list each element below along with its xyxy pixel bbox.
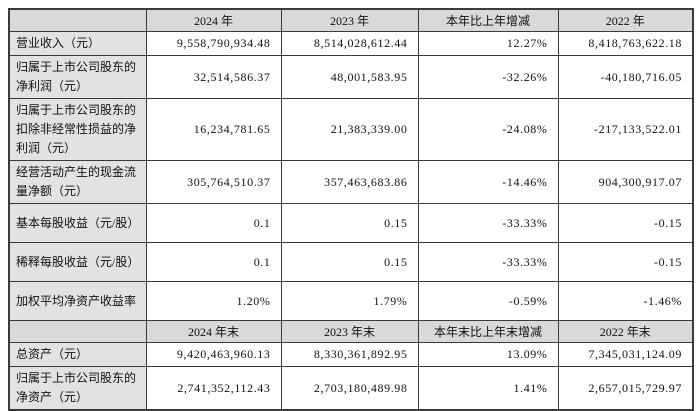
- value-change: 1.41%: [417, 366, 559, 411]
- value-2022: -217,133,522.01: [557, 98, 694, 161]
- table-row-net-profit: 归属于上市公司股东的净利润（元） 32,514,586.37 48,001,58…: [8, 55, 694, 99]
- header-row-annual: 2024 年 2023 年 本年比上年增减 2022 年: [8, 8, 694, 32]
- value-change: -32.26%: [417, 55, 559, 99]
- value-2022: -0.15: [557, 242, 694, 282]
- value-2023: 2,703,180,489.98: [280, 366, 419, 411]
- table-row-net-profit-excl-nonrecurring: 归属于上市公司股东的扣除非经常性损益的净利润（元） 16,234,781.65 …: [8, 98, 694, 161]
- table-row-revenue: 营业收入（元） 9,558,790,934.48 8,514,028,612.4…: [8, 31, 694, 56]
- header-cell-2022-yearend: 2022 年末: [557, 320, 694, 343]
- value-change: 13.09%: [417, 342, 559, 367]
- value-2022: -1.46%: [557, 281, 694, 321]
- value-change: 12.27%: [417, 31, 559, 56]
- key-financial-indicators-table: 2024 年 2023 年 本年比上年增减 2022 年 营业收入（元） 9,5…: [8, 8, 694, 411]
- value-2024: 0.1: [145, 242, 282, 282]
- header-cell-2024: 2024 年: [145, 8, 282, 32]
- header-cell-yearend-change: 本年末比上年末增减: [417, 320, 559, 343]
- table-row-total-assets: 总资产（元） 9,420,463,960.13 8,330,361,892.95…: [8, 342, 694, 367]
- value-2023: 8,514,028,612.44: [280, 31, 419, 56]
- value-change: -33.33%: [417, 242, 559, 282]
- value-2023: 8,330,361,892.95: [280, 342, 419, 367]
- value-2022: -40,180,716.05: [557, 55, 694, 99]
- header-row-yearend: 2024 年末 2023 年末 本年末比上年末增减 2022 年末: [8, 320, 694, 343]
- value-2024: 32,514,586.37: [145, 55, 282, 99]
- value-2024: 1.20%: [145, 281, 282, 321]
- value-change: -33.33%: [417, 203, 559, 243]
- table-row-weighted-avg-roe: 加权平均净资产收益率 1.20% 1.79% -0.59% -1.46%: [8, 281, 694, 321]
- row-label: 基本每股收益（元/股）: [8, 203, 147, 243]
- value-2023: 1.79%: [280, 281, 419, 321]
- row-label: 稀释每股收益（元/股）: [8, 242, 147, 282]
- value-2022: 904,300,917.07: [557, 160, 694, 204]
- table-row-diluted-eps: 稀释每股收益（元/股） 0.1 0.15 -33.33% -0.15: [8, 242, 694, 282]
- header-cell-2023: 2023 年: [280, 8, 419, 32]
- value-2024: 9,558,790,934.48: [145, 31, 282, 56]
- value-2023: 48,001,583.95: [280, 55, 419, 99]
- table-row-basic-eps: 基本每股收益（元/股） 0.1 0.15 -33.33% -0.15: [8, 203, 694, 243]
- header-cell-2022: 2022 年: [557, 8, 694, 32]
- header-cell-empty: [8, 320, 147, 343]
- row-label: 营业收入（元）: [8, 31, 147, 56]
- value-2023: 357,463,683.86: [280, 160, 419, 204]
- value-2024: 16,234,781.65: [145, 98, 282, 161]
- header-cell-2024-yearend: 2024 年末: [145, 320, 282, 343]
- row-label: 归属于上市公司股东的扣除非经常性损益的净利润（元）: [8, 98, 147, 161]
- value-2022: 8,418,763,622.18: [557, 31, 694, 56]
- row-label: 加权平均净资产收益率: [8, 281, 147, 321]
- row-label: 归属于上市公司股东的净资产（元）: [8, 366, 147, 411]
- value-change: -0.59%: [417, 281, 559, 321]
- value-2022: -0.15: [557, 203, 694, 243]
- value-2024: 2,741,352,112.43: [145, 366, 282, 411]
- header-cell-yoy-change: 本年比上年增减: [417, 8, 559, 32]
- value-2022: 7,345,031,124.09: [557, 342, 694, 367]
- table-row-operating-cash-flow: 经营活动产生的现金流量净额（元） 305,764,510.37 357,463,…: [8, 160, 694, 204]
- row-label: 归属于上市公司股东的净利润（元）: [8, 55, 147, 99]
- table-row-net-assets: 归属于上市公司股东的净资产（元） 2,741,352,112.43 2,703,…: [8, 366, 694, 411]
- value-2023: 21,383,339.00: [280, 98, 419, 161]
- value-change: -24.08%: [417, 98, 559, 161]
- row-label: 总资产（元）: [8, 342, 147, 367]
- value-2024: 9,420,463,960.13: [145, 342, 282, 367]
- value-2024: 305,764,510.37: [145, 160, 282, 204]
- value-2023: 0.15: [280, 242, 419, 282]
- value-2023: 0.15: [280, 203, 419, 243]
- header-cell-2023-yearend: 2023 年末: [280, 320, 419, 343]
- value-2024: 0.1: [145, 203, 282, 243]
- row-label: 经营活动产生的现金流量净额（元）: [8, 160, 147, 204]
- header-cell-empty: [8, 8, 147, 32]
- value-2022: 2,657,015,729.97: [557, 366, 694, 411]
- value-change: -14.46%: [417, 160, 559, 204]
